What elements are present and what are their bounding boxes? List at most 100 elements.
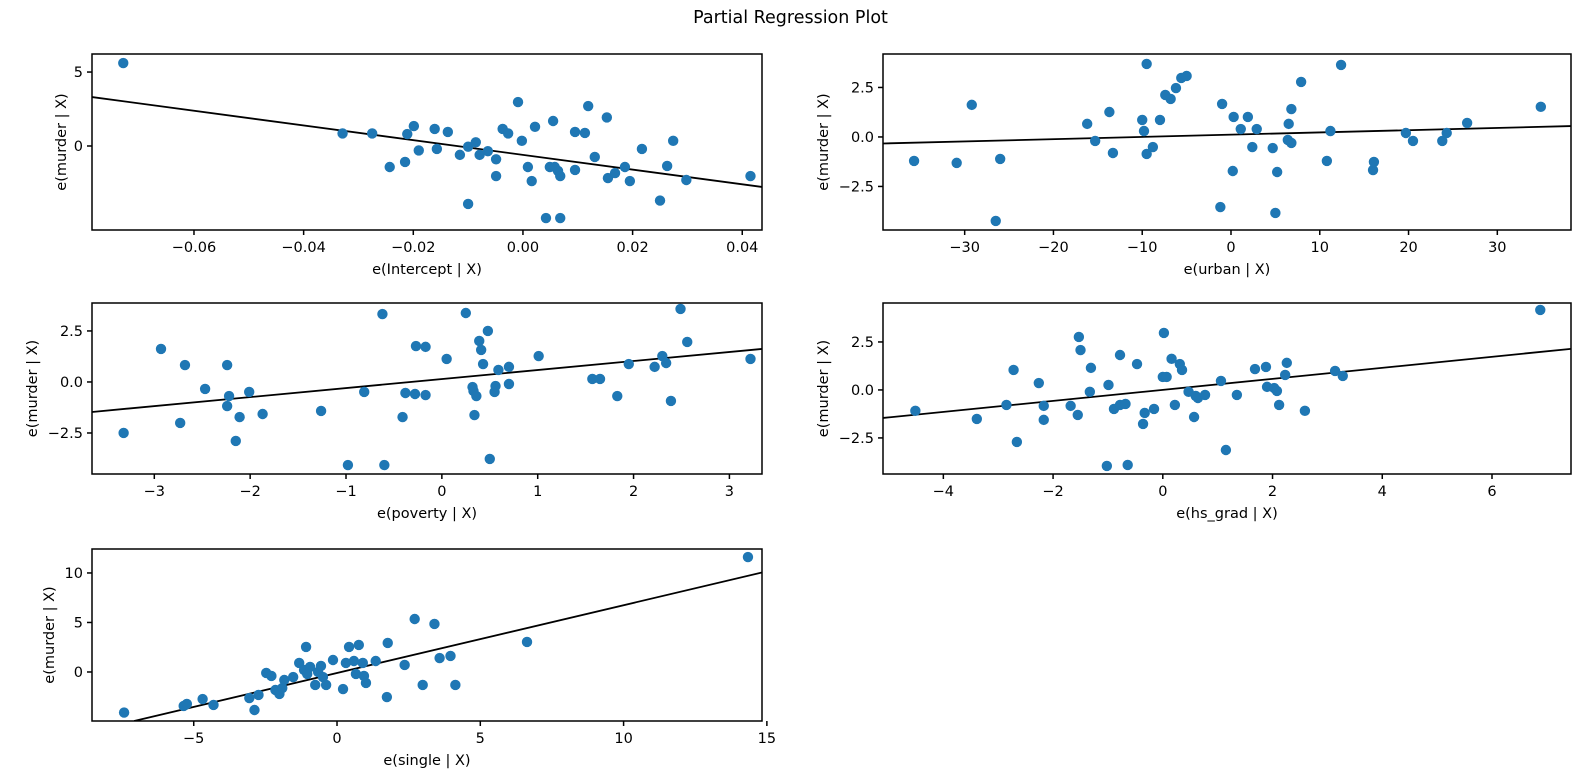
data-point (1158, 327, 1170, 339)
data-point (636, 143, 648, 155)
data-point (1228, 111, 1239, 123)
data-point (1273, 399, 1285, 411)
data-point (469, 409, 480, 421)
data-point (300, 641, 312, 653)
data-point (402, 128, 413, 140)
data-point (1081, 118, 1093, 130)
data-point (429, 618, 440, 630)
data-point (1215, 375, 1227, 387)
regression-line (92, 348, 762, 413)
data-point (342, 459, 354, 471)
data-point (1267, 142, 1278, 154)
data-point (470, 137, 481, 148)
data-point (665, 395, 677, 407)
x-tick-label: −1 (335, 484, 356, 500)
data-point (366, 128, 378, 139)
data-point (409, 388, 421, 400)
data-point (1281, 357, 1293, 369)
data-point (445, 650, 456, 662)
x-tick-label: −2 (1042, 484, 1063, 500)
data-point (1075, 344, 1086, 356)
x-tick-label: −20 (1038, 240, 1069, 256)
data-point (1089, 135, 1101, 147)
data-point (223, 390, 235, 402)
data-point (420, 389, 431, 401)
data-point (661, 160, 673, 172)
figure-title: Partial Regression Plot (693, 8, 888, 28)
data-point (493, 364, 504, 376)
data-point (287, 671, 299, 683)
data-point (649, 361, 660, 373)
data-point (1084, 386, 1096, 398)
data-point (1407, 135, 1419, 147)
y-tick-label: 2.5 (851, 80, 874, 96)
subplot-urban: −30 −20 −10 0 10 20 30 −2.5 0.0 2.5 e(urban | X) e(… (800, 35, 1581, 285)
regression-line (883, 347, 1571, 419)
regression-line (92, 96, 762, 188)
data-point (118, 707, 130, 718)
data-point (118, 427, 129, 439)
x-tick-label: 1 (533, 484, 542, 500)
data-point (971, 413, 983, 425)
data-point (353, 639, 364, 651)
data-point (1251, 123, 1262, 135)
data-point (337, 683, 349, 695)
regression-line (133, 571, 762, 721)
data-point (1165, 93, 1176, 105)
x-axis-label: e(Intercept | X) (372, 262, 482, 278)
data-point (1114, 349, 1126, 361)
data-point (420, 341, 431, 353)
data-point (1242, 111, 1254, 123)
data-point (1141, 148, 1152, 160)
subplot-poverty: −3 −2 −1 0 1 2 3 −2.5 0.0 2.5 e(poverty | X) e(murd… (20, 285, 780, 530)
data-point (512, 96, 524, 108)
y-tick-label: 5 (74, 615, 83, 631)
data-point (1299, 405, 1311, 417)
y-tick-label: 0.0 (851, 383, 874, 399)
data-point (1139, 407, 1150, 419)
scatter-points (118, 303, 756, 471)
data-point (1011, 436, 1023, 448)
data-point (624, 175, 636, 187)
data-point (1072, 409, 1083, 421)
data-point (569, 164, 581, 176)
data-point (442, 126, 454, 138)
data-point (555, 170, 566, 182)
y-tick-label: −2.5 (839, 431, 874, 447)
data-point (1461, 117, 1473, 129)
scatter-points (118, 57, 756, 224)
data-point (1400, 127, 1412, 139)
data-point (370, 655, 381, 667)
x-tick-label: 10 (1311, 240, 1329, 256)
data-point (529, 121, 541, 132)
data-point (654, 195, 666, 206)
data-point (908, 155, 920, 167)
data-point (1247, 141, 1258, 153)
data-point (533, 350, 544, 362)
data-point (1279, 369, 1291, 381)
data-point (990, 215, 1001, 227)
y-tick-label: 10 (65, 566, 83, 582)
subplot-canvas-urban: −30 −20 −10 0 10 20 30 −2.5 0.0 2.5 e(urban | X) e(… (816, 53, 1572, 278)
data-point (337, 128, 348, 139)
data-point (579, 127, 591, 139)
data-point (1181, 70, 1192, 82)
data-point (379, 459, 390, 471)
data-point (1271, 385, 1283, 397)
data-point (540, 212, 552, 224)
data-point (181, 698, 193, 710)
data-point (582, 100, 594, 112)
x-axis-label: e(hs_grad | X) (1176, 506, 1278, 522)
axes-frame (882, 53, 1572, 231)
x-tick-label: −0.02 (391, 240, 435, 256)
data-point (471, 390, 482, 402)
y-tick-label: 2.5 (851, 335, 874, 351)
subplot-canvas-hs_grad: −4 −2 0 2 4 6 −2.5 0.0 2.5 e(hs_grad | X) e(murder… (816, 302, 1572, 522)
data-point (221, 359, 233, 371)
x-tick-label: 5 (476, 731, 485, 747)
data-point (454, 149, 466, 161)
data-point (609, 167, 621, 179)
data-point (1535, 304, 1546, 316)
data-point (1107, 147, 1119, 159)
data-point (1154, 114, 1166, 126)
